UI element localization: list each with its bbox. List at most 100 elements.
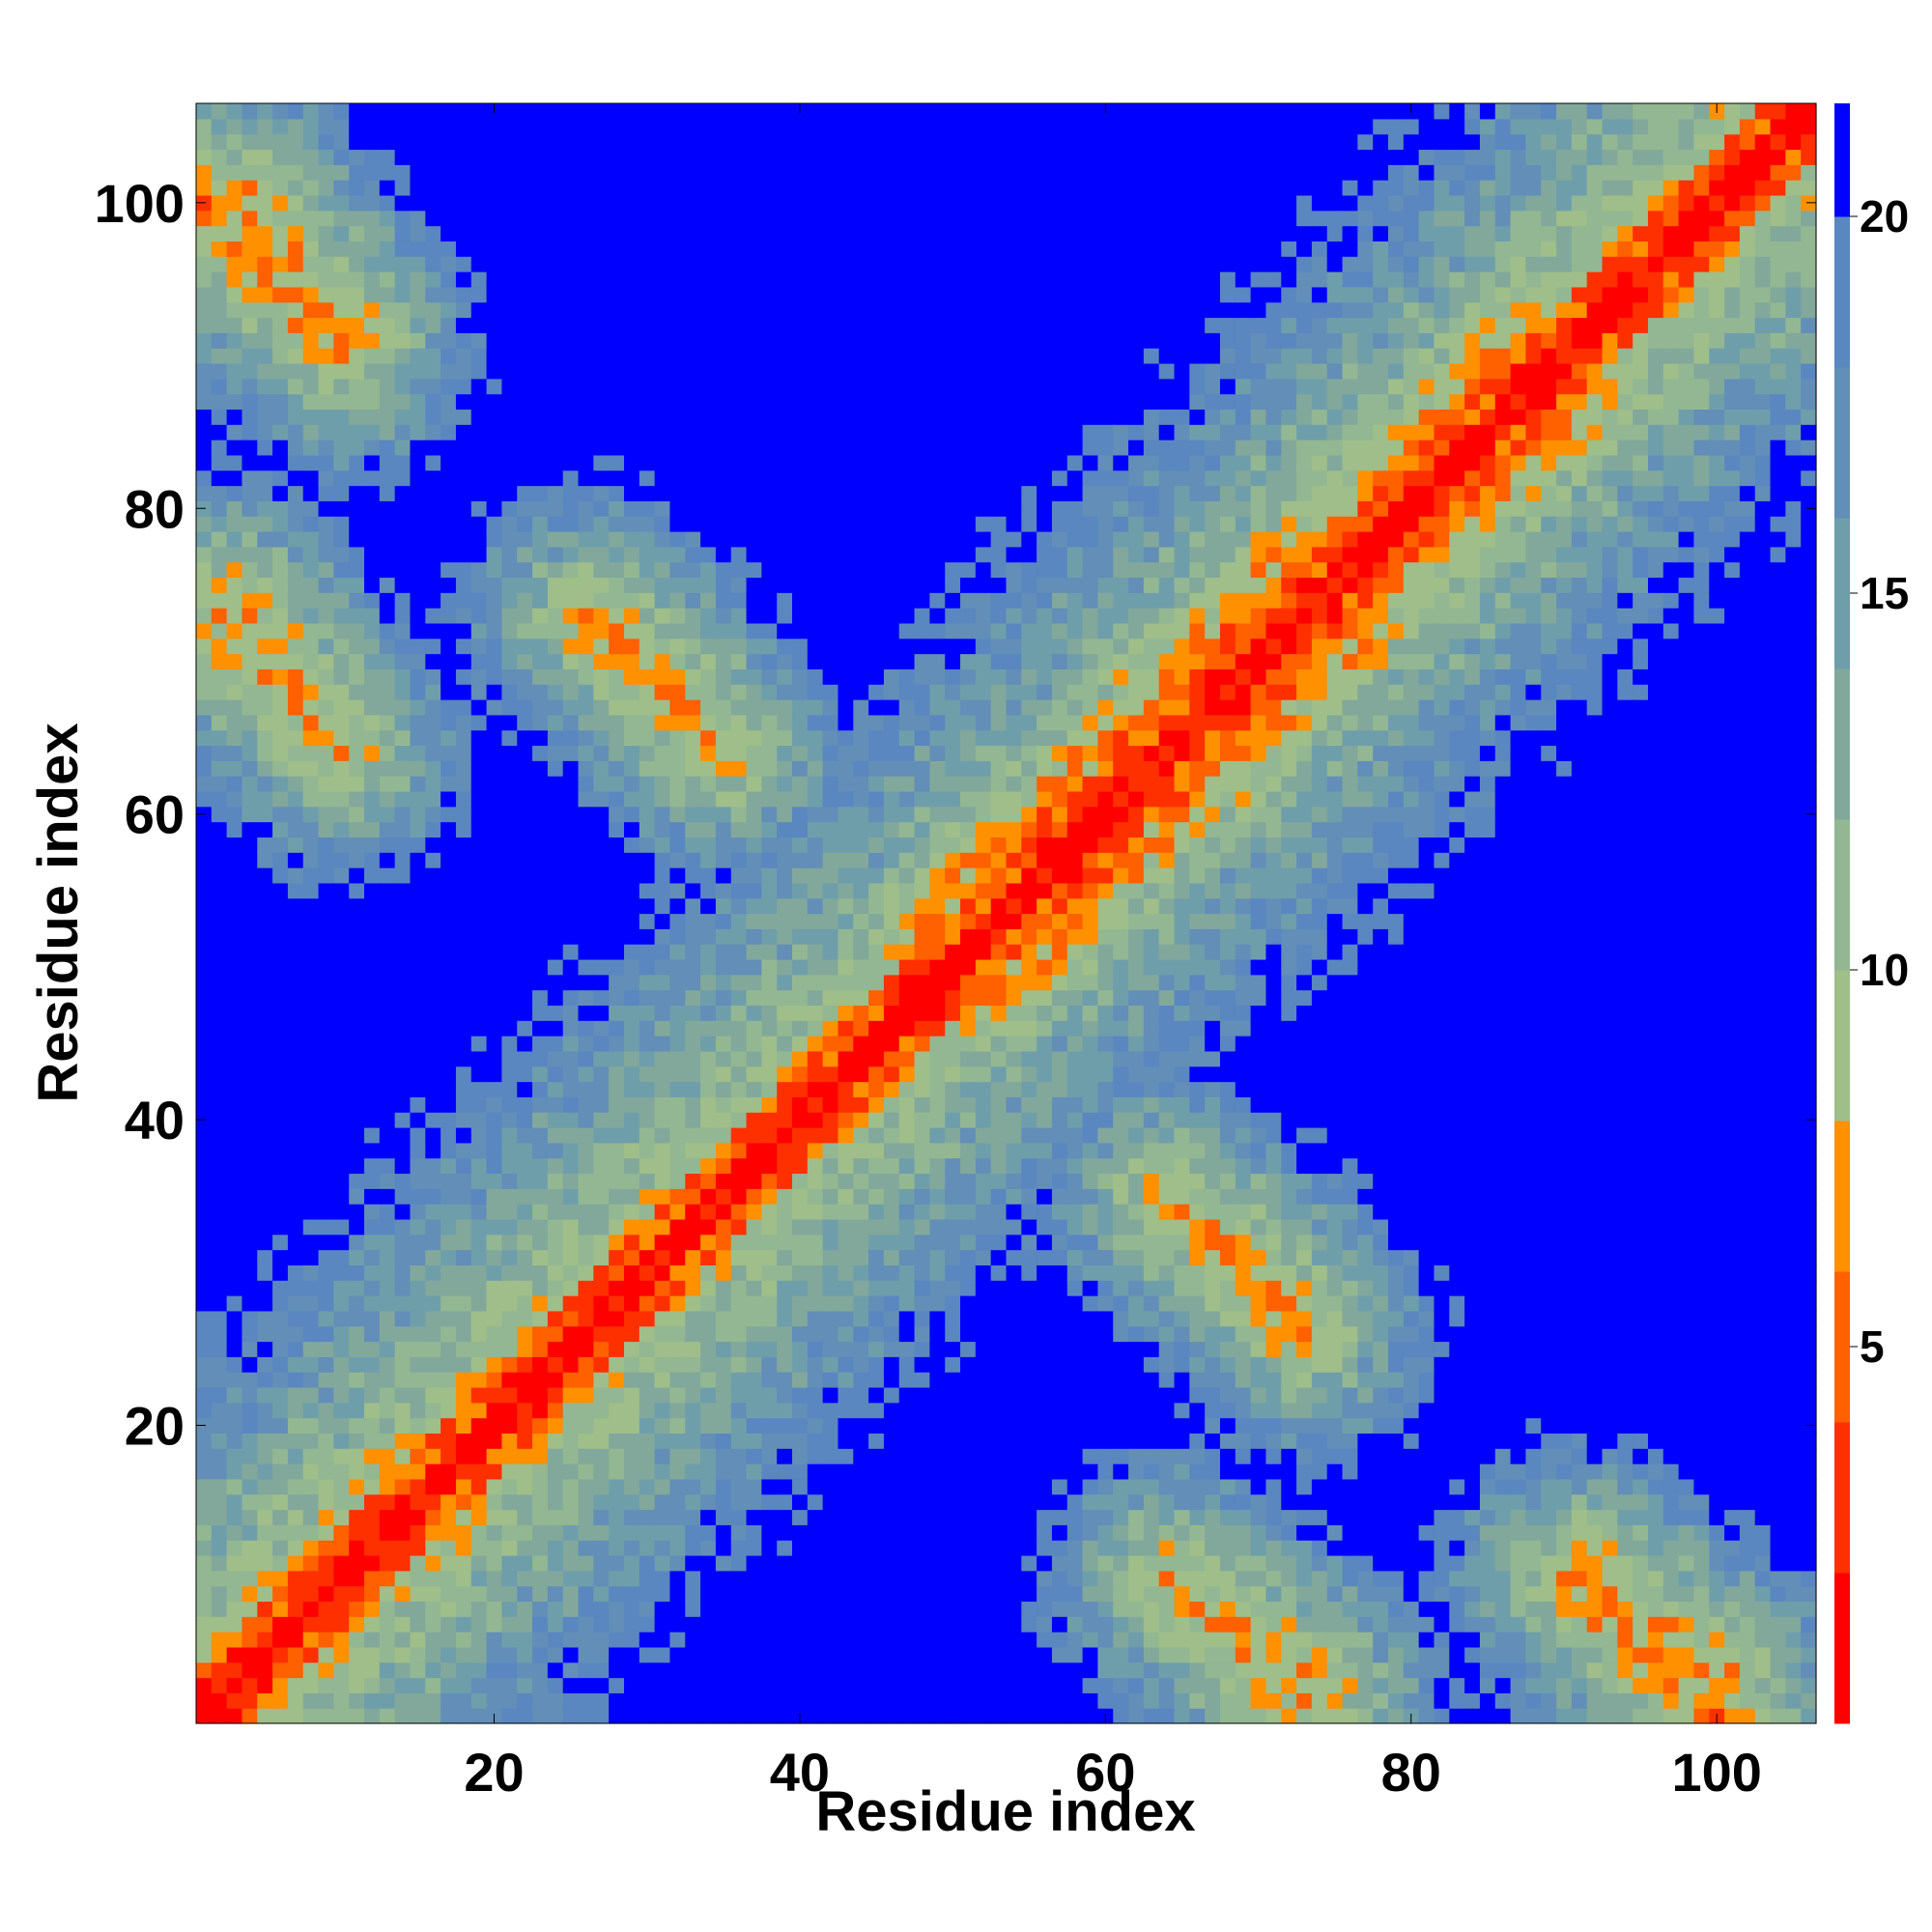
- heatmap-cell: [394, 1295, 412, 1312]
- heatmap-cell: [562, 638, 580, 655]
- heatmap-cell: [883, 699, 900, 716]
- heatmap-cell: [623, 821, 640, 838]
- heatmap-cell: [287, 729, 304, 747]
- heatmap-cell: [272, 1433, 289, 1449]
- heatmap-cell: [425, 867, 441, 884]
- heatmap-cell: [196, 1204, 213, 1220]
- heatmap-cell: [883, 1173, 900, 1189]
- heatmap-cell: [440, 852, 457, 868]
- heatmap-cell: [715, 1616, 732, 1633]
- heatmap-cell: [349, 913, 365, 929]
- heatmap-cell: [272, 1173, 289, 1189]
- heatmap-cell: [440, 301, 457, 319]
- heatmap-cell: [333, 1264, 350, 1281]
- heatmap-cell: [730, 180, 748, 196]
- heatmap-cell: [715, 1096, 732, 1113]
- heatmap-cell: [547, 1493, 564, 1511]
- heatmap-cell: [532, 271, 549, 288]
- heatmap-cell: [517, 729, 533, 747]
- heatmap-cell: [623, 485, 640, 501]
- heatmap-cell: [242, 1310, 258, 1327]
- heatmap-cell: [517, 745, 533, 761]
- heatmap-cell: [532, 1081, 549, 1097]
- heatmap-cell: [562, 149, 580, 165]
- heatmap-cell: [302, 821, 320, 838]
- heatmap-cell: [364, 1463, 381, 1480]
- heatmap-cell: [211, 1386, 228, 1404]
- heatmap-cell: [730, 1050, 748, 1067]
- heatmap-cell: [470, 928, 488, 945]
- heatmap-cell: [853, 210, 869, 227]
- heatmap-cell: [838, 1295, 854, 1312]
- heatmap-cell: [410, 271, 426, 288]
- heatmap-cell: [318, 1509, 334, 1525]
- heatmap-cell: [746, 989, 762, 1007]
- heatmap-cell: [623, 1005, 640, 1021]
- heatmap-cell: [868, 1173, 885, 1189]
- heatmap-cell: [746, 608, 762, 624]
- heatmap-cell: [669, 180, 686, 196]
- heatmap-cell: [547, 1540, 564, 1556]
- heatmap-cell: [379, 164, 396, 181]
- heatmap-cell: [685, 1096, 701, 1113]
- heatmap-cell: [578, 1310, 594, 1327]
- heatmap-cell: [455, 1126, 472, 1144]
- heatmap-cell: [242, 1601, 258, 1617]
- heatmap-cell: [822, 1402, 839, 1419]
- heatmap-cell: [257, 1708, 273, 1724]
- heatmap-cell: [501, 1493, 518, 1511]
- heatmap-cell: [777, 1096, 793, 1113]
- heatmap-cell: [425, 1463, 441, 1480]
- heatmap-cell: [302, 1310, 320, 1327]
- heatmap-cell: [838, 1036, 854, 1052]
- heatmap-cell: [211, 301, 228, 319]
- heatmap-cell: [379, 776, 396, 792]
- heatmap-cell: [226, 928, 243, 945]
- heatmap-cell: [501, 1188, 518, 1205]
- heatmap-cell: [623, 256, 640, 272]
- heatmap-cell: [257, 837, 273, 853]
- heatmap-cell: [853, 1081, 869, 1097]
- heatmap-cell: [440, 1585, 457, 1603]
- heatmap-cell: [822, 378, 839, 395]
- heatmap-cell: [730, 241, 748, 257]
- heatmap-cell: [470, 1448, 488, 1464]
- heatmap-cell: [226, 1524, 243, 1541]
- heatmap-cell: [455, 210, 472, 227]
- heatmap-cell: [639, 256, 656, 272]
- heatmap-cell: [669, 164, 686, 181]
- heatmap-cell: [654, 225, 671, 242]
- heatmap-cell: [623, 1692, 640, 1709]
- heatmap-cell: [242, 913, 258, 929]
- heatmap-cell: [517, 317, 533, 333]
- heatmap-cell: [609, 790, 625, 808]
- heatmap-cell: [807, 1341, 824, 1357]
- heatmap-cell: [562, 1448, 580, 1464]
- heatmap-cell: [639, 913, 656, 929]
- heatmap-cell: [807, 622, 824, 639]
- heatmap-cell: [364, 1325, 381, 1343]
- heatmap-cell: [639, 882, 656, 899]
- heatmap-cell: [853, 1570, 869, 1587]
- heatmap-cell: [318, 1280, 334, 1296]
- heatmap-cell: [578, 928, 594, 945]
- heatmap-cell: [532, 592, 549, 609]
- heatmap-cell: [730, 210, 748, 227]
- heatmap-cell: [470, 1585, 488, 1603]
- heatmap-cell: [486, 530, 503, 548]
- heatmap-cell: [838, 806, 854, 823]
- heatmap-cell: [578, 424, 594, 440]
- heatmap-cell: [883, 516, 900, 532]
- heatmap-cell: [287, 1570, 304, 1587]
- heatmap-cell: [532, 1204, 549, 1220]
- heatmap-cell: [792, 852, 809, 868]
- heatmap-cell: [730, 1234, 748, 1251]
- heatmap-cell: [792, 1204, 809, 1220]
- heatmap-cell: [578, 1417, 594, 1434]
- heatmap-cell: [272, 944, 289, 960]
- heatmap-cell: [898, 1112, 916, 1128]
- heatmap-cell: [364, 653, 381, 669]
- heatmap-cell: [777, 928, 793, 945]
- heatmap-cell: [501, 225, 518, 242]
- heatmap-cell: [226, 1554, 243, 1572]
